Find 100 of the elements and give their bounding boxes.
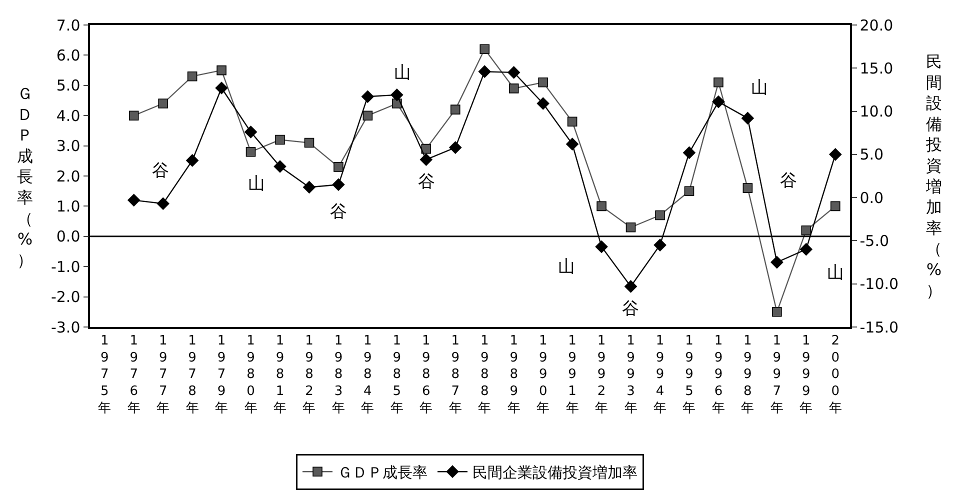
point [421, 144, 432, 154]
point [449, 141, 462, 154]
x-tick-label: 1985年 [390, 333, 404, 416]
x-tick-label: 1986年 [420, 333, 433, 416]
point [772, 307, 782, 317]
x-tick-label: 1981年 [274, 333, 286, 416]
x-tick-label: 1994年 [654, 333, 666, 416]
text: ＧＤＰ成長率（%） [17, 84, 33, 270]
point [684, 186, 694, 196]
x-tick-label: 1995年 [682, 333, 696, 416]
x-tick-label: 1975年 [98, 333, 112, 416]
point [508, 84, 519, 94]
y-tick-label: 6.0 [56, 46, 80, 64]
point [624, 280, 638, 293]
y2-tick-label: 10.0 [860, 102, 894, 121]
point [128, 194, 140, 206]
y-tick-label: 4.0 [56, 106, 80, 125]
point [332, 178, 345, 191]
point [626, 222, 636, 232]
y2-tick-label: 20.0 [860, 16, 894, 34]
annotation: 山 [394, 63, 411, 83]
point [361, 90, 374, 103]
x-tick-label: 1997年 [770, 333, 784, 416]
point [246, 146, 256, 157]
point [158, 98, 168, 108]
point [450, 104, 460, 114]
point [655, 210, 665, 220]
annotation: 山 [558, 257, 575, 277]
point [741, 112, 754, 124]
point [274, 160, 286, 173]
annotation: 谷 [418, 172, 435, 192]
text: 民間設備投資増加率（%） [926, 52, 942, 300]
point [682, 146, 696, 159]
point [829, 148, 842, 161]
annotation: 谷 [152, 161, 169, 181]
y-tick-label: 3.0 [56, 137, 80, 156]
point [536, 97, 550, 110]
y2-tick-label: 15.0 [860, 59, 894, 78]
point [801, 225, 812, 236]
x-tick-label: 1998年 [741, 333, 754, 416]
point [714, 77, 724, 88]
x-tick-label: 1980年 [244, 333, 258, 416]
annotation: 谷 [330, 202, 347, 222]
x-tick-label: 1991年 [566, 333, 579, 416]
legend-label: 民間企業設備投資増加率 [472, 463, 638, 482]
point [187, 71, 198, 82]
point [830, 201, 840, 212]
annotation: 山 [751, 78, 768, 98]
y-tick-label: -3.0 [50, 318, 80, 336]
x-tick-label: 1978年 [186, 333, 199, 416]
point [566, 138, 579, 150]
point [275, 134, 285, 145]
x-tick-label: 1982年 [302, 333, 316, 416]
x-tick-label: 1976年 [127, 333, 140, 416]
x-tick-label: 1996年 [712, 333, 725, 416]
y2-tick-label: -10.0 [860, 275, 899, 294]
annotation: 谷 [622, 299, 639, 319]
point [567, 116, 578, 127]
x-tick-label: 1983年 [332, 333, 345, 416]
y-tick-label: -1.0 [50, 258, 80, 276]
x-tick-label: 2000年 [828, 333, 842, 416]
y-tick-label: 2.0 [56, 167, 80, 186]
y2-tick-label: -15.0 [860, 318, 899, 336]
point [334, 162, 344, 172]
point [478, 65, 491, 78]
y-tick-label: 7.0 [56, 16, 80, 34]
x-tick-label: 1990年 [536, 333, 550, 416]
x-tick-label: 1987年 [448, 333, 462, 416]
annotation: 谷 [780, 171, 797, 191]
y2-tick-label: -5.0 [860, 232, 890, 250]
x-tick-label: 1988年 [478, 333, 492, 416]
point [770, 256, 784, 269]
y-tick-label: 5.0 [56, 76, 80, 95]
point [508, 66, 520, 79]
x-tick-label: 1979年 [215, 333, 228, 416]
x-tick-label: 1992年 [595, 333, 608, 416]
point [186, 154, 199, 167]
point [215, 82, 228, 94]
y-tick-label: -2.0 [50, 288, 80, 306]
point [712, 96, 725, 108]
point [596, 201, 606, 212]
y2-tick-label: 0.0 [860, 188, 884, 207]
point [595, 240, 608, 253]
x-tick-label: 1977年 [156, 333, 170, 416]
point [156, 197, 170, 210]
y2-tick-label: 5.0 [860, 146, 884, 164]
point [362, 110, 373, 120]
y-tick-label: 1.0 [56, 197, 80, 216]
legend-label: ＧＤＰ成長率 [338, 463, 428, 482]
annotation: 山 [248, 174, 265, 194]
point [244, 126, 258, 138]
point [128, 110, 139, 120]
point [742, 183, 753, 193]
x-tick-label: 1993年 [624, 333, 638, 416]
point [654, 238, 666, 252]
point [420, 153, 432, 166]
x-tick-label: 1984年 [361, 333, 374, 416]
annotation: 山 [827, 263, 844, 283]
y-tick-label: 0.0 [56, 228, 80, 246]
point [538, 77, 548, 88]
